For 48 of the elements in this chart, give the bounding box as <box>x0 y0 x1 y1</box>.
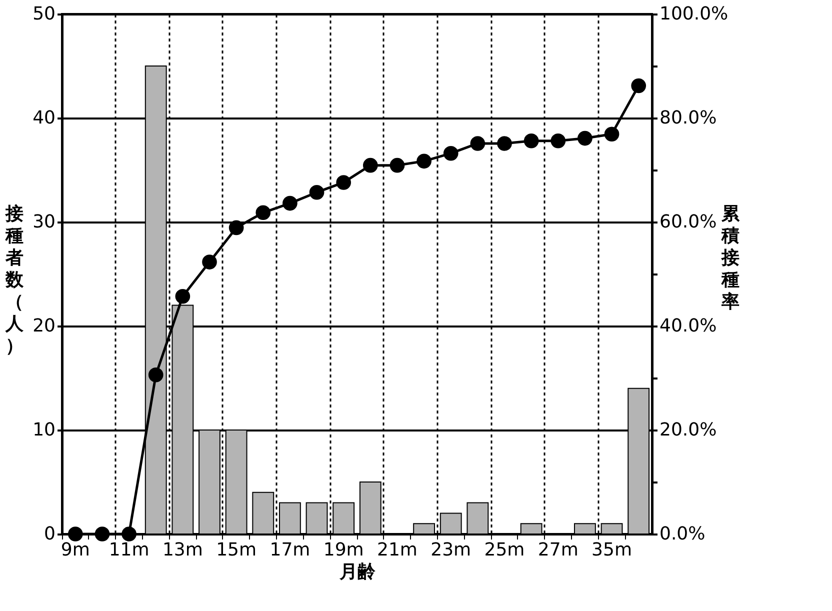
point <box>309 184 324 200</box>
point <box>497 136 512 151</box>
x-tick-label: 23m <box>430 540 472 560</box>
x-tick-label: 9m <box>60 540 90 560</box>
x-tick-label: 11m <box>108 540 150 560</box>
x-tick-label: 27m <box>538 540 578 560</box>
point <box>175 288 190 304</box>
y-axis-title: 接種者数（人） <box>4 204 24 356</box>
x-tick-label: 15m <box>216 540 257 560</box>
point <box>336 175 352 190</box>
y2-tick-label: 80.0% <box>660 108 717 128</box>
y2-tick-label: 40.0% <box>660 316 717 336</box>
y-tick-label: 40 <box>32 108 56 128</box>
point <box>122 526 136 542</box>
point <box>68 526 83 542</box>
x-tick-label: 17m <box>270 540 310 560</box>
point <box>256 205 271 220</box>
x-axis-title: 月齢 <box>338 562 376 582</box>
y-tick-label: 30 <box>32 212 56 232</box>
y-tick-label: 50 <box>32 4 56 24</box>
x-tick-label: 21m <box>377 540 418 560</box>
x-tick-label: 35m <box>592 540 632 560</box>
y-tick-label: 0 <box>44 524 56 544</box>
point <box>550 133 566 148</box>
x-tick-label: 19m <box>323 540 364 560</box>
point <box>604 126 620 142</box>
y-tick-label: 20 <box>32 316 56 336</box>
y2-axis-title: 累積接種率 <box>720 204 740 312</box>
point <box>631 78 646 94</box>
point <box>443 146 458 161</box>
y2-tick-label: 100.0% <box>660 4 728 24</box>
x-tick-label: 25m <box>484 540 525 560</box>
point <box>94 526 110 542</box>
point <box>470 136 486 151</box>
point <box>362 158 378 173</box>
x-tick-label: 13m <box>162 540 203 560</box>
point <box>578 130 592 146</box>
y-tick-label: 10 <box>32 420 56 440</box>
y2-tick-label: 0.0% <box>660 524 706 544</box>
y2-tick-label: 60.0% <box>660 212 717 232</box>
y2-tick-label: 20.0% <box>660 420 717 440</box>
point <box>282 196 298 211</box>
point <box>390 158 405 173</box>
point <box>416 154 432 169</box>
point <box>202 254 217 270</box>
point <box>228 220 244 236</box>
point <box>148 367 164 382</box>
point <box>524 133 539 148</box>
